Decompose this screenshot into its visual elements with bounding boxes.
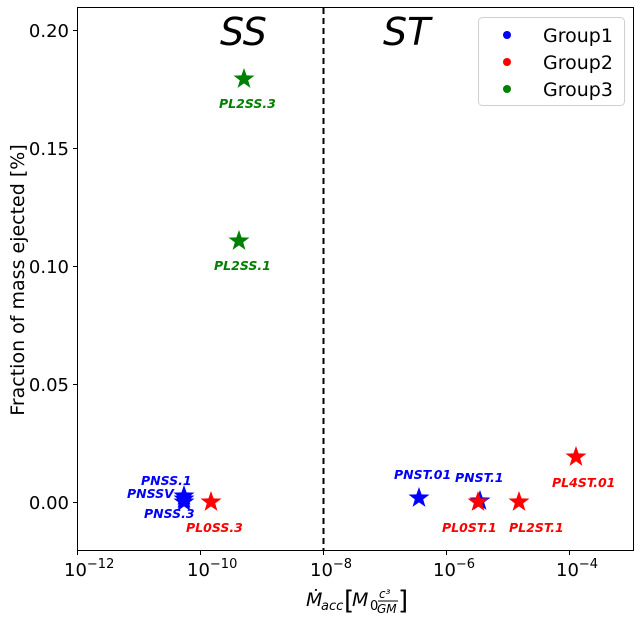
point-label: PL0SS.3 xyxy=(186,520,243,535)
legend-marker-group3 xyxy=(503,85,511,93)
x-tick-label: 10−6 xyxy=(433,557,475,581)
region-label-st: ST xyxy=(383,10,433,54)
point-label: PNST.1 xyxy=(455,470,503,485)
svg-text:Ṁ: Ṁ xyxy=(306,588,322,611)
svg-text:acc: acc xyxy=(321,599,343,614)
y-axis-label: Fraction of mass ejected [%] xyxy=(7,144,29,415)
x-tick-label: 10−8 xyxy=(310,557,352,581)
y-tick-label: 0.00 xyxy=(29,493,69,514)
x-tick-label: 10−12 xyxy=(64,557,114,581)
point-label: PNST.01 xyxy=(394,467,451,482)
point-label: PL4ST.01 xyxy=(552,475,615,490)
legend-label-group3: Group3 xyxy=(543,79,613,101)
point-label: PNSSV xyxy=(127,486,175,501)
point-label: PL2ST.1 xyxy=(509,520,564,535)
svg-text:c³: c³ xyxy=(379,587,391,601)
svg-text:0: 0 xyxy=(370,599,378,614)
x-axis-label: Ṁ acc [ M 0 c³ GM ] xyxy=(306,586,408,616)
point-label: PL2SS.3 xyxy=(219,96,276,111)
region-label-ss: SS xyxy=(220,10,267,54)
x-tick-label: 10−4 xyxy=(556,557,598,581)
y-tick-label: 0.05 xyxy=(29,375,69,396)
y-tick-label: 0.20 xyxy=(29,21,69,42)
y-axis: 0.20 0.15 0.10 0.05 0.00 Fraction of mas… xyxy=(7,21,77,514)
x-axis: 10−12 10−10 10−8 10−6 10−4 Ṁ acc [ M 0 c… xyxy=(64,551,598,616)
svg-text:[: [ xyxy=(344,586,354,616)
y-tick-label: 0.10 xyxy=(29,257,69,278)
series-group1: PNSS.1 PNSSV PNSS.3 PNST.01 PNST.1 xyxy=(127,467,503,521)
svg-text:GM: GM xyxy=(377,602,397,616)
point-label: PL2SS.1 xyxy=(214,258,271,273)
y-tick-label: 0.15 xyxy=(29,139,69,160)
x-tick-label: 10−10 xyxy=(187,557,237,581)
legend-marker-group2 xyxy=(503,58,511,66)
legend-label-group2: Group2 xyxy=(543,52,613,74)
svg-text:M: M xyxy=(352,589,368,611)
series-group3: PL2SS.3 PL2SS.1 xyxy=(214,68,276,273)
legend-label-group1: Group1 xyxy=(543,25,613,47)
svg-text:]: ] xyxy=(398,586,408,616)
point-label: PNSS.1 xyxy=(141,473,192,488)
point-label: PL0ST.1 xyxy=(442,520,497,535)
point-label: PNSS.3 xyxy=(144,506,195,521)
legend: Group1 Group2 Group3 xyxy=(478,17,625,106)
legend-marker-group1 xyxy=(503,31,511,39)
series-group2: PL0SS.3 PL0ST.1 PL2ST.1 PL4ST.01 xyxy=(186,446,615,535)
